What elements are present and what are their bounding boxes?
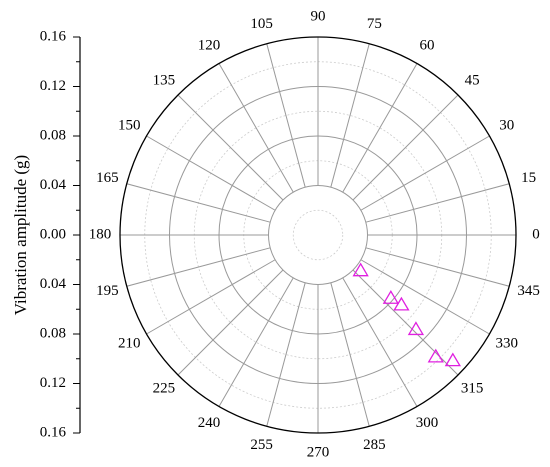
y-tick-label: 0.08 bbox=[40, 127, 66, 143]
data-point bbox=[407, 321, 425, 336]
spoke bbox=[218, 277, 294, 407]
spoke bbox=[360, 259, 490, 335]
y-tick-label: 0.00 bbox=[40, 226, 66, 242]
spoke bbox=[365, 247, 510, 287]
angle-label: 75 bbox=[367, 16, 382, 32]
spoke bbox=[342, 63, 418, 193]
angle-label: 330 bbox=[496, 335, 519, 351]
minor-grid-circle bbox=[292, 209, 344, 261]
angle-label: 90 bbox=[311, 8, 326, 24]
angle-label: 120 bbox=[198, 38, 221, 54]
data-point bbox=[352, 262, 369, 277]
spoke bbox=[266, 282, 306, 427]
angle-label: 285 bbox=[363, 437, 386, 453]
angle-label: 255 bbox=[250, 437, 273, 453]
spoke bbox=[342, 277, 418, 407]
y-tick-label: 0.12 bbox=[40, 375, 66, 391]
spoke bbox=[266, 43, 306, 188]
grid-circle bbox=[169, 86, 467, 384]
y-tick-label: 0.04 bbox=[40, 276, 67, 292]
outer-circle bbox=[119, 36, 517, 434]
spoke bbox=[360, 135, 490, 211]
grid-circle bbox=[218, 135, 418, 335]
spoke bbox=[177, 94, 284, 201]
angle-label: 60 bbox=[420, 38, 435, 54]
angle-label: 0 bbox=[532, 226, 540, 242]
y-tick-label: 0.08 bbox=[40, 325, 66, 341]
spoke bbox=[330, 282, 370, 427]
spoke bbox=[146, 259, 276, 335]
spoke bbox=[126, 183, 271, 223]
angle-label: 300 bbox=[416, 415, 439, 431]
angle-label: 315 bbox=[461, 381, 484, 397]
angle-label: 225 bbox=[153, 381, 176, 397]
angle-label: 15 bbox=[521, 170, 536, 186]
spoke bbox=[126, 247, 271, 287]
y-tick-label: 0.16 bbox=[40, 28, 67, 44]
angle-label: 270 bbox=[307, 444, 330, 460]
angle-label: 150 bbox=[118, 117, 141, 133]
spoke bbox=[177, 269, 284, 376]
angle-label: 165 bbox=[96, 170, 119, 186]
data-point bbox=[427, 348, 444, 363]
angle-label: 345 bbox=[517, 283, 540, 299]
data-point bbox=[382, 290, 399, 304]
y-axis-label: Vibration amplitude (g) bbox=[11, 155, 30, 315]
angle-label: 45 bbox=[465, 72, 480, 88]
spoke bbox=[365, 183, 510, 223]
angle-label: 180 bbox=[89, 226, 112, 242]
spoke bbox=[352, 94, 459, 201]
spoke bbox=[146, 135, 276, 211]
angle-label: 105 bbox=[250, 16, 273, 32]
angle-label: 30 bbox=[499, 117, 514, 133]
data-point bbox=[444, 352, 461, 367]
y-tick-label: 0.16 bbox=[40, 424, 67, 440]
grid-circle bbox=[268, 185, 368, 285]
y-tick-label: 0.12 bbox=[40, 78, 66, 94]
data-point bbox=[393, 296, 410, 311]
angle-label: 240 bbox=[198, 415, 221, 431]
angle-label: 210 bbox=[118, 335, 141, 351]
y-tick-label: 0.04 bbox=[40, 177, 67, 193]
spoke bbox=[218, 63, 294, 193]
angle-label: 135 bbox=[153, 72, 176, 88]
spoke bbox=[330, 43, 370, 188]
angle-label: 195 bbox=[96, 283, 119, 299]
